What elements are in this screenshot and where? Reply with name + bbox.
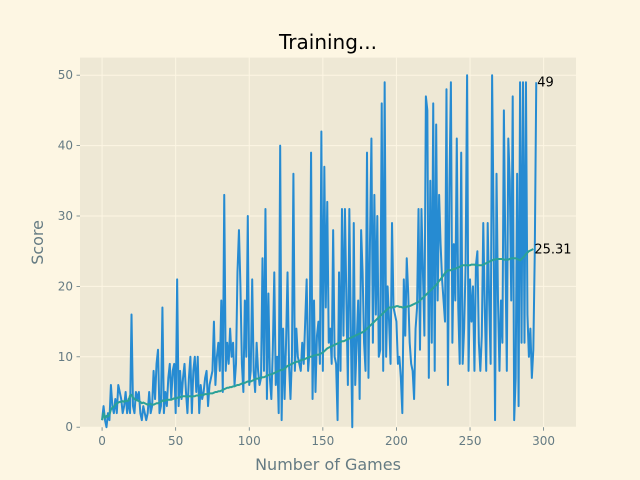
y-tick-label: 50	[58, 68, 73, 82]
end-labels: 49 25.31	[534, 76, 571, 258]
y-tick-label: 10	[58, 350, 73, 364]
x-axis-label: Number of Games	[255, 455, 401, 474]
data-series	[101, 74, 538, 429]
y-tick-label: 20	[58, 279, 73, 293]
x-tick-label: 200	[385, 434, 408, 448]
score-end-label: 49	[537, 76, 554, 91]
x-tick-label: 0	[98, 434, 106, 448]
y-tick-label: 40	[58, 139, 73, 153]
y-tick-label: 30	[58, 209, 73, 223]
mean-end-label: 25.31	[534, 243, 571, 258]
mean-series-line	[101, 248, 534, 421]
chart-title: Training...	[278, 30, 377, 54]
x-tick-label: 100	[238, 434, 261, 448]
x-tick-label: 50	[168, 434, 183, 448]
x-tick-label: 250	[459, 434, 482, 448]
score-series-line	[101, 74, 538, 429]
x-tick-label: 150	[311, 434, 334, 448]
x-tick-label: 300	[532, 434, 555, 448]
y-tick-label: 0	[65, 420, 73, 434]
axis-ticks: 0 50 100 150 200 250 300 0 10 20 30 40 50	[58, 68, 555, 448]
y-axis-label: Score	[28, 220, 47, 265]
